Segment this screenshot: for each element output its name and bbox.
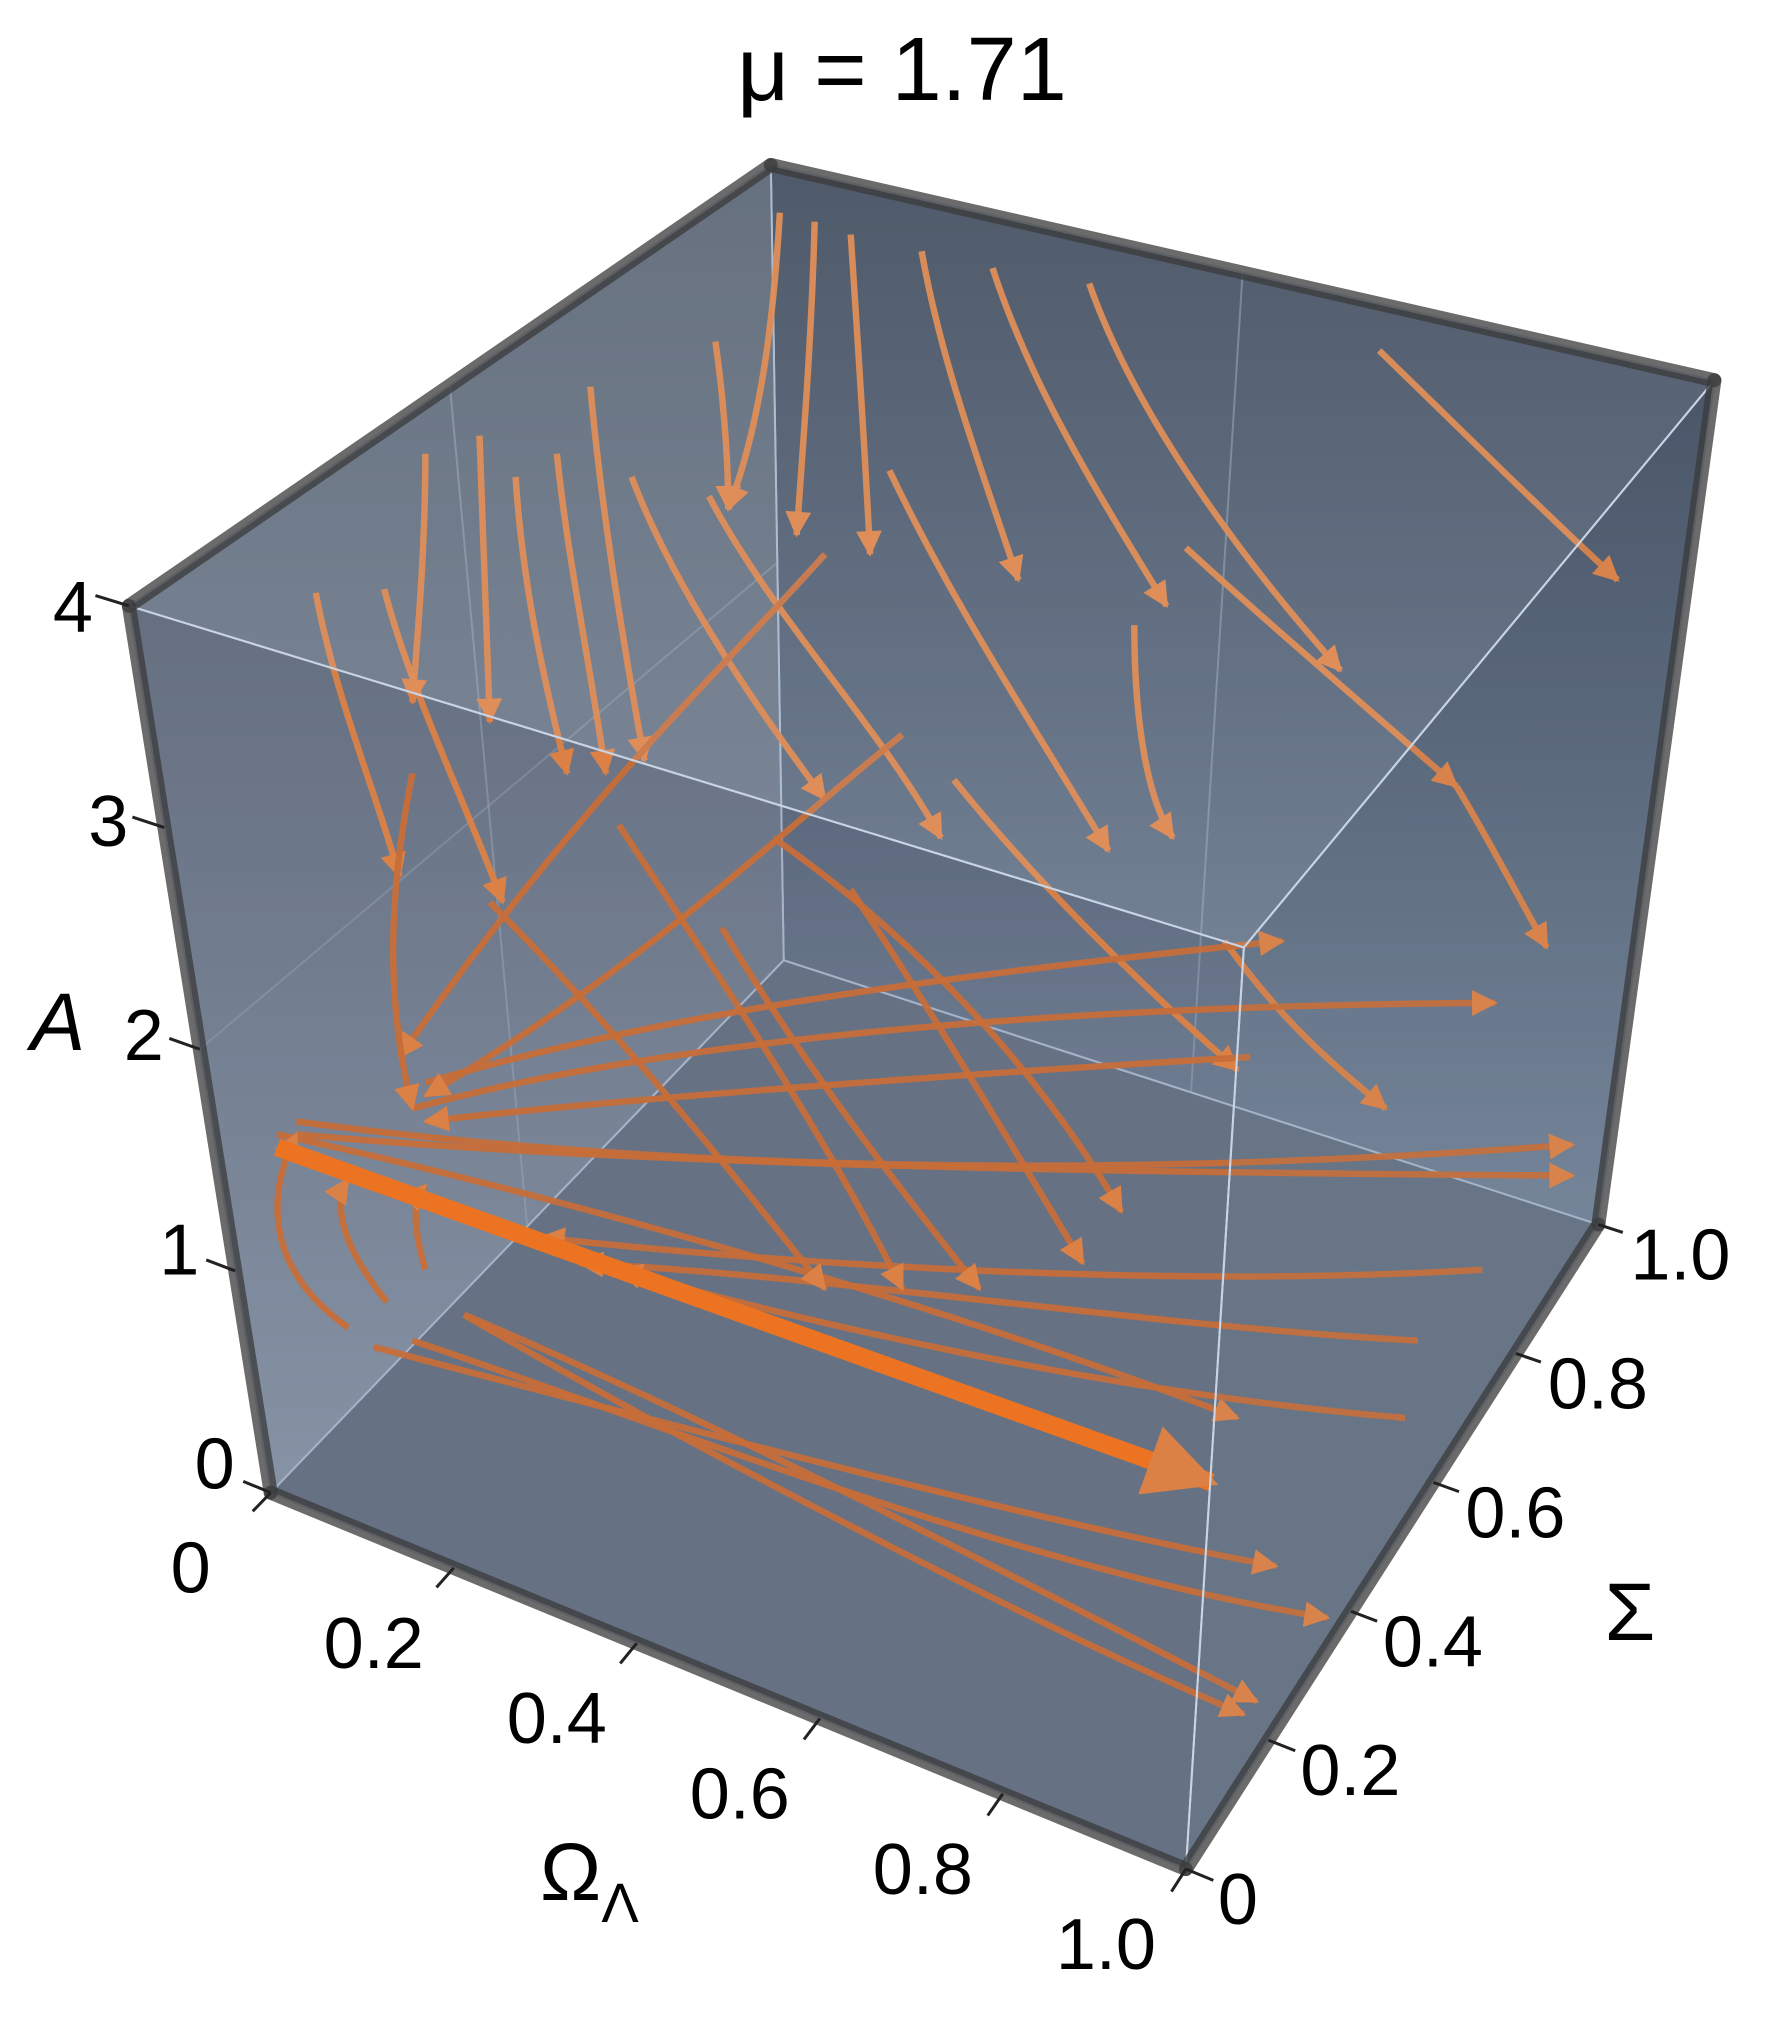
y-tick — [1432, 1480, 1460, 1494]
x-tick-label: 1.0 — [1056, 1905, 1156, 1985]
streamline — [1453, 784, 1550, 950]
front-faces — [126, 163, 1717, 1873]
streamline — [476, 435, 503, 725]
x-tick-label: 0.6 — [690, 1754, 790, 1834]
streamline — [951, 777, 1240, 1073]
x-tick — [1170, 1868, 1188, 1893]
x-tick-label: 0 — [171, 1529, 211, 1609]
x-tick-label: 0.8 — [873, 1830, 973, 1910]
y-tick-label: 0.8 — [1548, 1344, 1648, 1424]
x-tick — [986, 1792, 1005, 1817]
z-tick — [95, 594, 130, 608]
x-axis-label: ΩΛ — [540, 1827, 639, 1934]
box-guide — [199, 561, 778, 1051]
y-tick-label: 0 — [1218, 1860, 1258, 1940]
y-tick — [1185, 1867, 1214, 1882]
streamlines — [274, 212, 1620, 1718]
streamline — [724, 212, 784, 512]
streamline — [628, 475, 828, 802]
streamline — [886, 469, 1112, 853]
y-tick — [1597, 1223, 1624, 1234]
streamline — [372, 1343, 1279, 1575]
frame-edge — [121, 157, 778, 613]
streamline — [1131, 625, 1176, 840]
x-axis-label-subscript: Λ — [601, 1871, 639, 1934]
y-tick — [1350, 1609, 1378, 1623]
z-tick — [168, 1037, 201, 1051]
x-axis-label-main: Ω — [540, 1827, 601, 1918]
z-tick-label: 1 — [159, 1210, 199, 1290]
y-tick-label: 0.2 — [1300, 1731, 1400, 1811]
streamline — [401, 453, 429, 706]
z-axis-label: A — [26, 977, 86, 1068]
z-tick-label: 4 — [53, 568, 93, 648]
z-tick — [242, 1479, 272, 1495]
x-tick — [619, 1642, 638, 1665]
y-tick-label: 1.0 — [1630, 1216, 1730, 1296]
y-axis-label: Σ — [1605, 1567, 1656, 1658]
box-guide — [1190, 272, 1244, 1093]
frame-edge — [1591, 373, 1722, 1232]
z-tick — [205, 1258, 236, 1273]
x-tick-label: 0.2 — [324, 1604, 424, 1684]
streamline — [389, 772, 420, 1112]
streamline — [487, 900, 828, 1292]
x-tick — [435, 1566, 455, 1589]
streamline — [396, 552, 828, 1060]
streamline — [324, 1177, 390, 1304]
streamline — [512, 476, 575, 776]
axes: 0 0.2 0.4 0.6 0.8 1.0 0 0.2 0.4 0.6 0.8 1.0 0 1 2 3 4 — [53, 157, 1730, 1985]
streamline — [719, 926, 983, 1292]
streamline — [422, 1053, 1251, 1132]
streamline-bundle — [274, 1138, 1219, 1495]
x-tick-label: 0.4 — [507, 1679, 607, 1759]
y-tick — [1267, 1738, 1296, 1753]
streamline — [1183, 545, 1459, 789]
streamline — [1376, 348, 1620, 583]
z-tick-label: 0 — [195, 1425, 235, 1505]
x-tick — [802, 1717, 822, 1741]
streamline — [424, 930, 1286, 1086]
streamline — [989, 267, 1170, 609]
streamline — [616, 823, 906, 1292]
streamline — [847, 234, 882, 557]
z-tick-label: 3 — [88, 782, 128, 862]
streamline — [553, 453, 616, 776]
streamline — [785, 221, 818, 538]
frame-edge — [763, 157, 1722, 388]
streamline — [1221, 939, 1388, 1111]
streamline — [296, 1131, 1576, 1189]
streamline — [381, 588, 507, 905]
chart-title: μ = 1.71 — [737, 20, 1067, 120]
streamline — [312, 592, 406, 879]
streamline — [771, 835, 1125, 1214]
frame-edge — [263, 1485, 1193, 1877]
streamline — [462, 1311, 1247, 1718]
streamline — [848, 887, 1086, 1266]
streamline — [276, 1131, 1240, 1422]
y-tick-label: 0.6 — [1465, 1473, 1565, 1553]
y-tick — [1515, 1352, 1542, 1364]
streamline — [587, 386, 654, 764]
frame-edge — [1178, 1217, 1606, 1877]
streamline — [712, 341, 742, 512]
streamline — [411, 990, 1498, 1112]
streamline — [462, 1311, 1260, 1705]
y-tick-label: 0.4 — [1383, 1602, 1483, 1682]
streamline — [423, 732, 905, 1099]
z-tick-label: 2 — [124, 996, 164, 1076]
streamline — [918, 250, 1024, 583]
z-tick — [131, 815, 165, 829]
streamline — [1086, 282, 1343, 673]
x-tick — [251, 1491, 272, 1513]
streamline — [706, 494, 944, 841]
streamline — [577, 1251, 1419, 1344]
